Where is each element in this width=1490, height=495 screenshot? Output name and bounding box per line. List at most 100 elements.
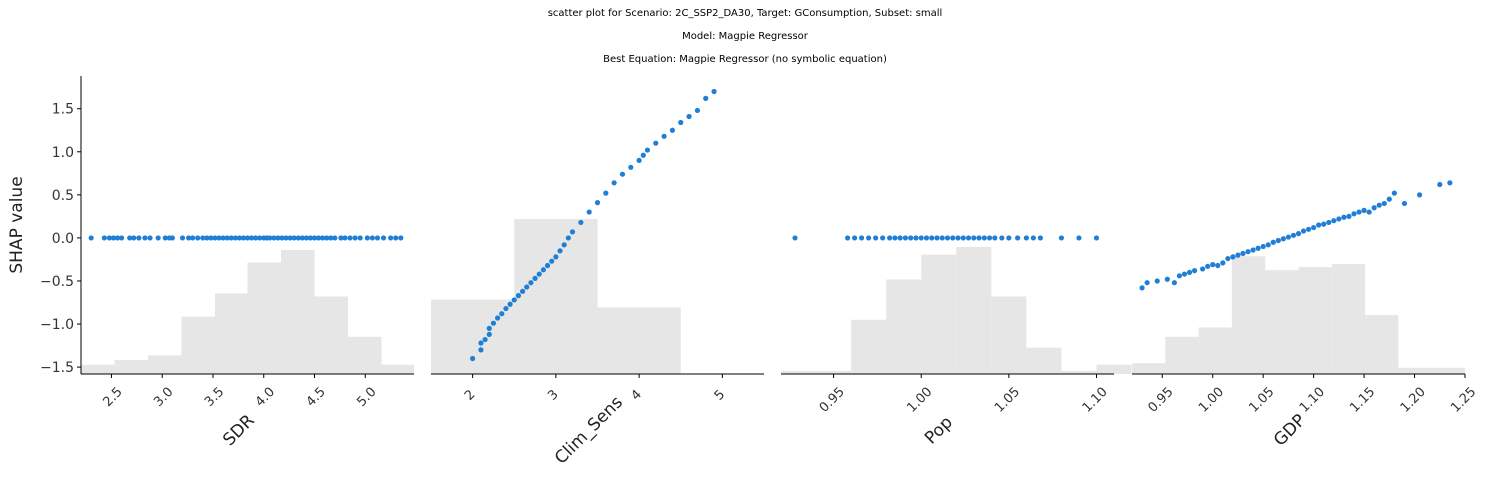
data-point bbox=[228, 235, 234, 241]
data-point bbox=[1361, 207, 1367, 213]
y-tick-label: −0.5 bbox=[40, 274, 74, 290]
data-point bbox=[594, 200, 601, 206]
histogram-bar bbox=[816, 370, 852, 374]
data-point bbox=[644, 147, 651, 153]
x-tick-label: 3.0 bbox=[151, 385, 176, 410]
data-point bbox=[1275, 237, 1281, 244]
data-point bbox=[271, 235, 277, 241]
x-tick-label: 5 bbox=[712, 387, 728, 403]
data-point bbox=[1154, 278, 1160, 284]
data-point bbox=[486, 325, 492, 331]
data-point bbox=[845, 235, 851, 241]
data-point bbox=[960, 235, 966, 241]
histogram-bar bbox=[247, 262, 282, 374]
data-point bbox=[162, 235, 168, 241]
data-point bbox=[897, 235, 903, 241]
x-tick-label: 2 bbox=[462, 387, 478, 403]
histogram-bar bbox=[851, 319, 887, 374]
data-point bbox=[955, 235, 961, 241]
data-point bbox=[364, 235, 370, 241]
histogram-bar bbox=[181, 316, 216, 374]
data-point bbox=[1356, 209, 1362, 215]
data-point bbox=[1093, 235, 1100, 241]
data-point bbox=[1416, 192, 1423, 198]
x-tick-label: 0.95 bbox=[1145, 385, 1176, 416]
y-tick-label: −1.0 bbox=[40, 317, 74, 333]
data-point bbox=[923, 235, 930, 241]
x-tick-label: 5.0 bbox=[354, 385, 379, 410]
histogram bbox=[81, 250, 414, 374]
data-point bbox=[208, 235, 214, 241]
histogram-bar bbox=[1231, 256, 1266, 374]
data-point bbox=[1401, 200, 1408, 207]
data-point bbox=[976, 235, 982, 241]
data-point bbox=[569, 229, 576, 235]
data-point bbox=[369, 235, 375, 241]
data-point bbox=[1316, 222, 1322, 228]
data-point bbox=[913, 235, 919, 241]
histogram-bar bbox=[314, 296, 349, 374]
data-point bbox=[536, 271, 542, 277]
data-point bbox=[866, 235, 872, 241]
data-point bbox=[220, 235, 226, 241]
chart-title: scatter plot for Scenario: 2C_SSP2_DA30,… bbox=[547, 8, 943, 19]
data-point bbox=[1235, 252, 1241, 258]
histogram-bar bbox=[281, 250, 315, 374]
data-point bbox=[1265, 242, 1271, 248]
y-tick-label: 1.5 bbox=[52, 102, 74, 118]
data-point bbox=[578, 219, 584, 226]
data-point bbox=[283, 235, 289, 241]
x-tick-label: 1.05 bbox=[1246, 385, 1277, 416]
data-point bbox=[686, 113, 692, 120]
data-point bbox=[1311, 224, 1317, 231]
x-tick-label: 4 bbox=[628, 387, 644, 403]
data-point bbox=[1250, 247, 1256, 253]
y-axis-label: SHAP value bbox=[7, 176, 27, 273]
data-point bbox=[131, 235, 137, 241]
data-point bbox=[490, 320, 497, 326]
data-point bbox=[1176, 273, 1183, 279]
data-point bbox=[1191, 268, 1198, 274]
histogram-bar bbox=[1061, 370, 1097, 374]
histogram-bar bbox=[921, 254, 957, 374]
data-point bbox=[224, 235, 230, 241]
histogram-bar bbox=[597, 307, 681, 374]
data-point bbox=[939, 235, 945, 241]
data-point bbox=[1321, 221, 1327, 227]
data-point bbox=[190, 235, 196, 241]
data-point bbox=[398, 235, 404, 241]
data-point bbox=[565, 235, 571, 241]
x-tick-label: 1.05 bbox=[992, 385, 1023, 416]
data-point bbox=[1058, 235, 1065, 241]
data-point bbox=[981, 235, 987, 241]
subplot-1: 2.5 3.0 3.5 4.0 4.5 5.0 SDR −1.5 −1.0 −0.5 0.0 0.5 1… bbox=[7, 76, 414, 450]
data-point bbox=[540, 267, 546, 273]
histogram-bar bbox=[1265, 270, 1299, 374]
data-point bbox=[482, 336, 488, 343]
y-tick-label: −1.5 bbox=[40, 360, 74, 376]
x-tick-label: 0.95 bbox=[817, 385, 848, 416]
data-point bbox=[1215, 262, 1221, 269]
data-point bbox=[586, 209, 592, 215]
data-point bbox=[311, 235, 318, 241]
data-point bbox=[944, 235, 951, 241]
x-tick-label: 1.10 bbox=[1080, 385, 1111, 416]
y-tick-label: 1.0 bbox=[52, 145, 74, 161]
data-point bbox=[694, 107, 701, 114]
data-point bbox=[212, 235, 218, 241]
data-point bbox=[299, 235, 305, 241]
data-point bbox=[1376, 202, 1382, 208]
x-tick-label: 2.5 bbox=[100, 385, 125, 410]
data-point bbox=[357, 235, 363, 241]
x-tick-label: 1.00 bbox=[904, 385, 935, 416]
data-point bbox=[275, 235, 281, 241]
data-point bbox=[611, 180, 617, 186]
data-point bbox=[887, 235, 893, 241]
data-point bbox=[478, 340, 484, 346]
data-point bbox=[1270, 239, 1276, 245]
data-point bbox=[1030, 235, 1036, 241]
data-point bbox=[1245, 249, 1251, 255]
histogram-bar bbox=[886, 279, 922, 374]
